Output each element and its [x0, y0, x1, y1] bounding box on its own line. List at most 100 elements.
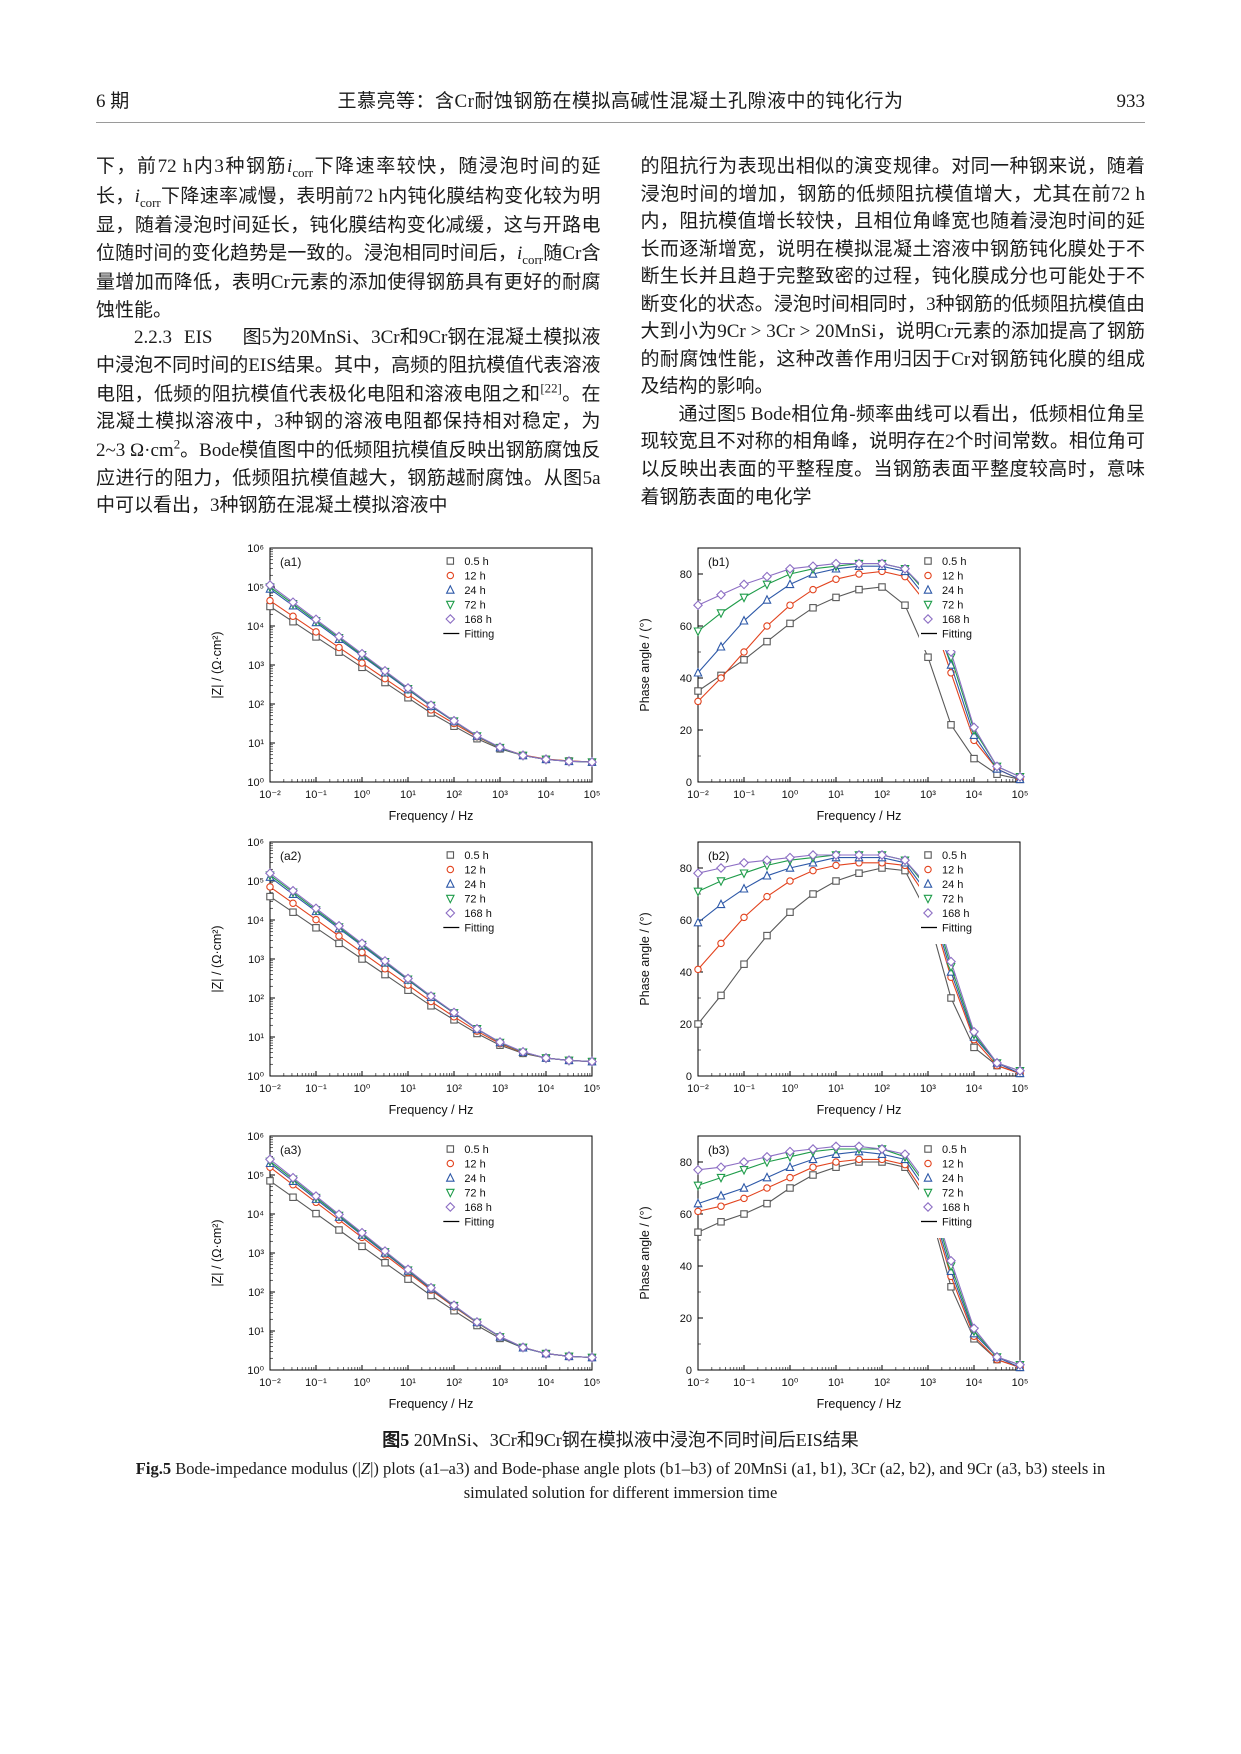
svg-text:10²: 10² — [874, 1083, 890, 1095]
svg-text:10⁻¹: 10⁻¹ — [305, 1083, 327, 1095]
svg-text:Phase angle / (°): Phase angle / (°) — [638, 618, 652, 711]
svg-text:10⁶: 10⁶ — [247, 543, 264, 555]
paragraph-2-text: 图5为20MnSi、3Cr和9Cr钢在混凝土模拟液中浸泡不同时间的EIS结果。其… — [96, 327, 601, 517]
paragraph-3: 的阻抗行为表现出相似的演变规律。对同一种钢来说，随着浸泡时间的增加，钢筋的低频阻… — [640, 156, 1146, 398]
svg-text:10⁻¹: 10⁻¹ — [733, 1083, 755, 1095]
legend: 0.5 h 12 h 24 h 72 h 168 h Fitting — [440, 844, 539, 944]
chart-a1: 10⁻² 10⁻¹ 10⁰ 10¹ 10² 10³ 10⁴ 10⁵ 10⁰ 10¹ 10² 10³ 10… — [207, 535, 606, 828]
svg-text:10³: 10³ — [248, 1248, 264, 1260]
svg-text:72 h: 72 h — [464, 893, 485, 905]
svg-text:72 h: 72 h — [942, 599, 963, 611]
series-168-h — [264, 579, 597, 767]
axes: 10⁻² 10⁻¹ 10⁰ 10¹ 10² 10³ 10⁴ 10⁵ 10⁰ 10¹ 10² 10³ 10… — [210, 837, 600, 1117]
paragraph-2: 2.2.3 EIS 图5为20MnSi、3Cr和9Cr钢在混凝土模拟液中浸泡不同时间… — [96, 324, 601, 519]
svg-text:168 h: 168 h — [942, 614, 970, 626]
svg-text:10¹: 10¹ — [248, 738, 264, 750]
svg-text:10¹: 10¹ — [828, 1083, 844, 1095]
svg-text:10¹: 10¹ — [828, 789, 844, 801]
svg-text:168 h: 168 h — [464, 614, 492, 626]
svg-text:(b2): (b2) — [708, 849, 729, 863]
svg-text:80: 80 — [679, 1157, 691, 1169]
svg-text:10⁰: 10⁰ — [353, 789, 370, 801]
svg-text:24 h: 24 h — [942, 585, 963, 597]
figure-caption-zh: 图5 20MnSi、3Cr和9Cr钢在模拟液中浸泡不同时间后EIS结果 — [96, 1426, 1145, 1452]
svg-text:0.5 h: 0.5 h — [942, 556, 966, 568]
svg-text:10¹: 10¹ — [400, 1083, 416, 1095]
figure-caption-en: Fig.5 Bode-impedance modulus (|Z|) plots… — [116, 1457, 1126, 1507]
figure-caption-en-text: Bode-impedance modulus (|Z|) plots (a1–a… — [175, 1458, 1106, 1503]
svg-text:12 h: 12 h — [464, 570, 485, 582]
svg-text:10⁻²: 10⁻² — [687, 789, 709, 801]
svg-text:10⁻²: 10⁻² — [687, 1083, 709, 1095]
svg-text:10³: 10³ — [492, 789, 508, 801]
svg-text:10³: 10³ — [920, 1377, 936, 1389]
svg-text:10¹: 10¹ — [400, 789, 416, 801]
legend: 0.5 h 12 h 24 h 72 h 168 h Fitting — [918, 1138, 1017, 1238]
svg-text:10²: 10² — [874, 1377, 890, 1389]
svg-text:72 h: 72 h — [942, 1187, 963, 1199]
svg-text:20: 20 — [679, 1019, 691, 1031]
svg-text:10¹: 10¹ — [248, 1032, 264, 1044]
svg-text:10⁻¹: 10⁻¹ — [733, 789, 755, 801]
svg-text:10⁻²: 10⁻² — [259, 1377, 281, 1389]
right-column: 的阻抗行为表现出相似的演变规律。对同一种钢来说，随着浸泡时间的增加，钢筋的低频阻… — [641, 153, 1146, 520]
svg-text:12 h: 12 h — [942, 1158, 963, 1170]
svg-text:10⁻²: 10⁻² — [259, 789, 281, 801]
svg-text:10⁵: 10⁵ — [583, 1083, 600, 1095]
svg-text:10²: 10² — [248, 699, 264, 711]
svg-text:24 h: 24 h — [942, 879, 963, 891]
svg-text:10⁰: 10⁰ — [247, 1365, 264, 1377]
chart-svg-a3: 10⁻² 10⁻¹ 10⁰ 10¹ 10² 10³ 10⁴ 10⁵ 10⁰ 10¹ 10² 10³ 10… — [207, 1123, 606, 1416]
svg-text:10⁵: 10⁵ — [1011, 1083, 1028, 1095]
svg-text:10³: 10³ — [920, 1083, 936, 1095]
svg-text:10⁵: 10⁵ — [247, 582, 264, 594]
chart-b1: 10⁻² 10⁻¹ 10⁰ 10¹ 10² 10³ 10⁴ 10⁵ 0 20 40 60 80 Frequ… — [635, 535, 1034, 828]
chart-svg-b1: 10⁻² 10⁻¹ 10⁰ 10¹ 10² 10³ 10⁴ 10⁵ 0 20 40 60 80 Frequ… — [635, 535, 1034, 828]
chart-svg-a1: 10⁻² 10⁻¹ 10⁰ 10¹ 10² 10³ 10⁴ 10⁵ 10⁰ 10¹ 10² 10³ 10… — [207, 535, 606, 828]
svg-text:40: 40 — [679, 1261, 691, 1273]
svg-text:10⁵: 10⁵ — [247, 1170, 264, 1182]
section-title: EIS — [184, 327, 213, 349]
svg-text:Fitting: Fitting — [942, 1216, 972, 1228]
svg-text:10⁶: 10⁶ — [247, 1131, 264, 1143]
svg-text:10⁻¹: 10⁻¹ — [733, 1377, 755, 1389]
svg-text:80: 80 — [679, 569, 691, 581]
svg-text:10⁵: 10⁵ — [247, 876, 264, 888]
svg-text:10⁴: 10⁴ — [247, 621, 264, 633]
svg-text:Frequency / Hz: Frequency / Hz — [388, 1103, 473, 1117]
svg-text:10¹: 10¹ — [400, 1377, 416, 1389]
svg-text:10²: 10² — [248, 1287, 264, 1299]
svg-text:Fitting: Fitting — [464, 922, 494, 934]
svg-text:24 h: 24 h — [464, 1173, 485, 1185]
svg-text:40: 40 — [679, 967, 691, 979]
svg-text:24 h: 24 h — [464, 585, 485, 597]
svg-text:168 h: 168 h — [464, 1202, 492, 1214]
svg-text:10⁴: 10⁴ — [247, 1209, 264, 1221]
svg-text:10⁻¹: 10⁻¹ — [305, 789, 327, 801]
svg-text:Fitting: Fitting — [464, 628, 494, 640]
svg-text:168 h: 168 h — [942, 1202, 970, 1214]
svg-text:Frequency / Hz: Frequency / Hz — [388, 809, 473, 823]
chart-svg-a2: 10⁻² 10⁻¹ 10⁰ 10¹ 10² 10³ 10⁴ 10⁵ 10⁰ 10¹ 10² 10³ 10… — [207, 829, 606, 1122]
running-title: 王慕亮等：含Cr耐蚀钢筋在模拟高碱性混凝土孔隙液中的钝化行为 — [337, 91, 904, 112]
series-168-h — [692, 1141, 1025, 1370]
svg-text:Frequency / Hz: Frequency / Hz — [816, 1397, 901, 1411]
issue-number: 6 期 — [96, 91, 130, 112]
svg-text:24 h: 24 h — [942, 1173, 963, 1185]
svg-text:10⁴: 10⁴ — [965, 1083, 982, 1095]
svg-text:10⁶: 10⁶ — [247, 837, 264, 849]
paragraph-1: 下，前72 h内3种钢筋icorr下降速率较快，随浸泡时间的延长，icorr下降… — [96, 156, 601, 321]
svg-text:|Z| / (Ω·cm²): |Z| / (Ω·cm²) — [210, 925, 224, 992]
svg-text:(a3): (a3) — [280, 1143, 301, 1157]
svg-text:Frequency / Hz: Frequency / Hz — [816, 809, 901, 823]
svg-text:10³: 10³ — [248, 954, 264, 966]
series-168-h — [264, 1154, 597, 1363]
axes: 10⁻² 10⁻¹ 10⁰ 10¹ 10² 10³ 10⁴ 10⁵ 10⁰ 10¹ 10² 10³ 10… — [210, 543, 600, 823]
left-column: 下，前72 h内3种钢筋icorr下降速率较快，随浸泡时间的延长，icorr下降… — [96, 153, 601, 520]
svg-text:72 h: 72 h — [464, 1187, 485, 1199]
chart-grid: 10⁻² 10⁻¹ 10⁰ 10¹ 10² 10³ 10⁴ 10⁵ 10⁰ 10¹ 10² 10³ 10… — [96, 535, 1145, 1416]
axes: 10⁻² 10⁻¹ 10⁰ 10¹ 10² 10³ 10⁴ 10⁵ 0 20 40 60 80 Frequ… — [638, 841, 1028, 1117]
svg-text:10³: 10³ — [492, 1377, 508, 1389]
svg-text:0: 0 — [685, 777, 691, 789]
